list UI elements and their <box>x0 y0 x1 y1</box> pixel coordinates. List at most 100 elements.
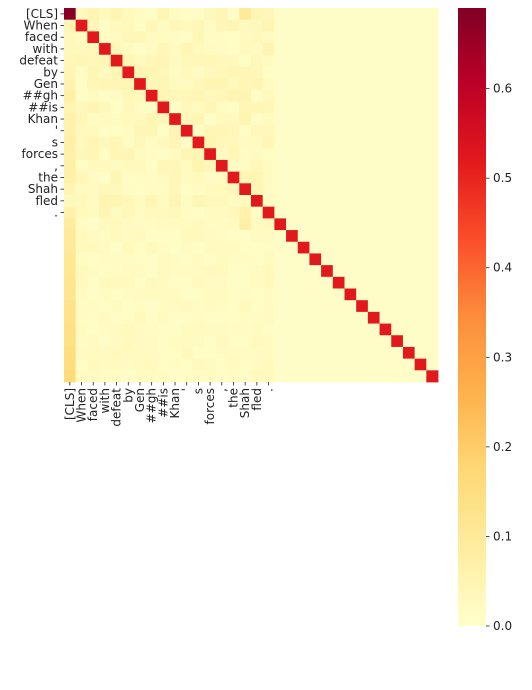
heatmap-cell-r5-c18 <box>274 66 287 79</box>
heatmap-cell-r23-c13 <box>215 276 229 289</box>
heatmap-cell-r14-c8 <box>157 171 170 184</box>
heatmap-cell-r13-c27 <box>379 159 392 173</box>
heatmap-cell-r14-c14 <box>227 171 240 184</box>
y-axis-tick-labels: [CLS]WhenfacedwithdefeatbyGen##gh##isKha… <box>19 7 64 220</box>
heatmap-cell-r29-c27 <box>379 346 392 360</box>
heatmap-cell-r2-c23 <box>332 31 345 44</box>
heatmap-cell-r3-c29 <box>402 43 416 56</box>
heatmap-cell-r9-c24 <box>344 113 357 126</box>
heatmap-cell-r4-c5 <box>122 54 135 67</box>
heatmap-cell-r30-c15 <box>239 358 252 371</box>
heatmap-cell-r12-c13 <box>215 148 229 161</box>
heatmap-cell-r30-c19 <box>286 358 299 371</box>
heatmap-cell-r19-c7 <box>145 230 158 243</box>
heatmap-cell-r21-c31 <box>426 253 439 266</box>
colorbar-tick-label-3: 0.3 <box>493 350 512 364</box>
heatmap-cell-r31-c3 <box>99 370 112 383</box>
heatmap-cell-r26-c23 <box>332 311 345 324</box>
heatmap-cell-r7-c8 <box>157 89 170 102</box>
heatmap-cell-r16-c20 <box>297 195 310 208</box>
heatmap-cell-r19-c1 <box>75 230 88 243</box>
heatmap-cell-r21-c21 <box>309 253 322 266</box>
heatmap-cell-r24-c7 <box>145 288 158 301</box>
heatmap-cell-r28-c24 <box>344 335 357 348</box>
heatmap-cell-r24-c13 <box>215 288 229 301</box>
heatmap-cell-r17-c20 <box>297 206 310 219</box>
heatmap-cell-r11-c13 <box>215 136 229 149</box>
heatmap-cell-r4-c24 <box>344 54 357 67</box>
heatmap-cell-r31-c2 <box>87 370 100 383</box>
y-tick-label-14: the <box>38 170 58 184</box>
heatmap-cell-r17-c14 <box>227 206 240 219</box>
heatmap-cell-r22-c4 <box>110 265 123 278</box>
heatmap-cell-r0-c8 <box>157 8 170 21</box>
heatmap-cell-r7-c23 <box>332 89 345 102</box>
heatmap-cell-r19-c30 <box>414 230 427 243</box>
heatmap-cell-r21-c17 <box>262 253 275 266</box>
heatmap-cell-r22-c22 <box>321 265 334 278</box>
heatmap-cell-r22-c27 <box>379 265 392 278</box>
heatmap-cell-r31-c14 <box>227 370 240 383</box>
x-tick-label-14: the <box>226 388 240 408</box>
heatmap-cell-r18-c5 <box>122 218 135 231</box>
heatmap-cell-r1-c15 <box>239 19 252 32</box>
heatmap-cell-r26-c31 <box>426 311 439 324</box>
heatmap-cell-r14-c30 <box>414 171 427 184</box>
heatmap-cell-r6-c29 <box>402 78 416 91</box>
heatmap-cell-r25-c5 <box>122 300 135 313</box>
heatmap-cell-r3-c18 <box>274 43 287 56</box>
heatmap-cell-r8-c14 <box>227 101 240 114</box>
heatmap-cell-r26-c2 <box>87 311 100 324</box>
heatmap-cell-r17-c19 <box>286 206 299 219</box>
heatmap-cell-r14-c7 <box>145 171 158 184</box>
heatmap-cell-r6-c4 <box>110 78 123 91</box>
heatmap-cell-r2-c4 <box>110 31 123 44</box>
heatmap-cell-r13-c17 <box>262 159 275 173</box>
heatmap-cell-r8-c10 <box>180 101 193 114</box>
heatmap-cell-r7-c1 <box>75 89 88 102</box>
heatmap-cell-r15-c2 <box>87 183 100 196</box>
heatmap-cell-r5-c22 <box>321 66 334 79</box>
heatmap-cell-r29-c16 <box>251 346 264 360</box>
heatmap-cell-r24-c5 <box>122 288 135 301</box>
heatmap-cell-r28-c7 <box>145 335 158 348</box>
heatmap-cell-r14-c27 <box>379 171 392 184</box>
heatmap-cell-r30-c27 <box>379 358 392 371</box>
heatmap-cell-r14-c10 <box>180 171 193 184</box>
heatmap-cell-r9-c12 <box>204 113 217 126</box>
heatmap-cell-r20-c18 <box>274 241 287 254</box>
heatmap-cell-r28-c3 <box>99 335 112 348</box>
x-tick-label-6: Gen <box>133 388 147 412</box>
heatmap-cell-r7-c20 <box>297 89 310 102</box>
heatmap-cell-r18-c22 <box>321 218 334 231</box>
heatmap-cell-r19-c24 <box>344 230 357 243</box>
heatmap-cell-r27-c9 <box>169 323 182 336</box>
heatmap-cell-r30-c1 <box>75 358 88 371</box>
heatmap-cell-r15-c27 <box>379 183 392 196</box>
heatmap-cell-r10-c17 <box>262 124 275 137</box>
heatmap-cell-r17-c15 <box>239 206 252 219</box>
heatmap-cell-r29-c3 <box>99 346 112 360</box>
heatmap-cell-r27-c0 <box>64 323 77 336</box>
heatmap-cell-r17-c28 <box>391 206 404 219</box>
heatmap-cell-r28-c30 <box>414 335 427 348</box>
heatmap-cell-r8-c5 <box>122 101 135 114</box>
heatmap-cell-r24-c10 <box>180 288 193 301</box>
heatmap-cell-r0-c25 <box>356 8 369 21</box>
heatmap-cell-r15-c21 <box>309 183 322 196</box>
heatmap-cell-r16-c21 <box>309 195 322 208</box>
heatmap-cell-r16-c0 <box>64 195 77 208</box>
heatmap-cell-r20-c26 <box>367 241 380 254</box>
heatmap-cell-r13-c5 <box>122 159 135 173</box>
heatmap-cell-r26-c12 <box>204 311 217 324</box>
heatmap-cell-r20-c21 <box>309 241 322 254</box>
heatmap-cell-r20-c9 <box>169 241 182 254</box>
heatmap-cell-r9-c15 <box>239 113 252 126</box>
heatmap-cell-r19-c2 <box>87 230 100 243</box>
heatmap-cell-r30-c2 <box>87 358 100 371</box>
heatmap-cell-r6-c15 <box>239 78 252 91</box>
heatmap-cell-r29-c18 <box>274 346 287 360</box>
heatmap-cell-r9-c6 <box>134 113 147 126</box>
heatmap-cell-r19-c14 <box>227 230 240 243</box>
heatmap-cell-r20-c14 <box>227 241 240 254</box>
